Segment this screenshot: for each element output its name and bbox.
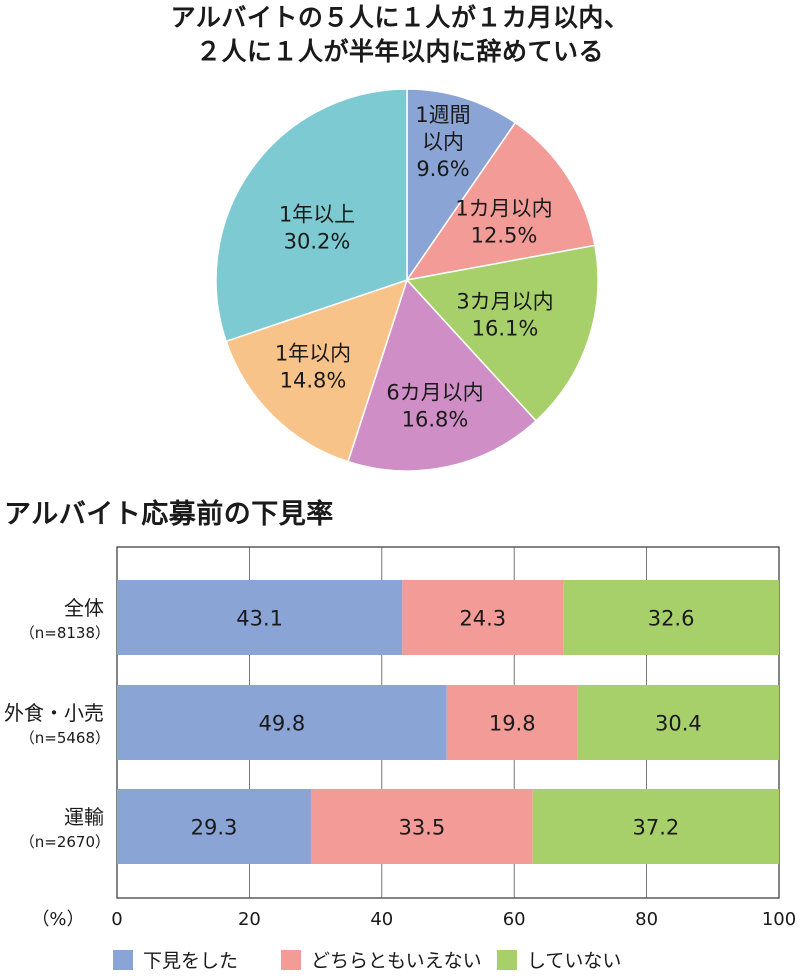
bar-segment <box>402 580 564 655</box>
bar-segment <box>563 580 779 655</box>
bar-value-label: 24.3 <box>459 607 506 631</box>
category-sample-size: （n=2670） <box>20 833 110 851</box>
pie-slice-label: 1年以上 <box>279 203 355 227</box>
pie-slice-label: 1年以内 <box>275 342 351 366</box>
pie-slice <box>215 88 408 343</box>
pie-title-line-1: アルバイトの５人に１人が１カ月以内、 <box>170 3 630 32</box>
bar-value-label: 49.8 <box>258 712 305 736</box>
bar-value-label: 19.8 <box>489 712 536 736</box>
category-label: 全体 <box>64 596 104 620</box>
bar-chart-title: アルバイト応募前の下見率 <box>4 499 334 530</box>
bar-segment <box>446 685 578 760</box>
pie-slice-value: 16.8% <box>402 408 469 432</box>
legend-swatch <box>497 950 517 970</box>
legend-label: 下見をした <box>143 950 238 972</box>
category-sample-size: （n=8138） <box>20 624 110 642</box>
bar-value-label: 43.1 <box>236 607 283 631</box>
legend-label: どちらともいえない <box>311 950 482 972</box>
x-tick-label: 100 <box>762 909 796 930</box>
x-tick-label: 0 <box>111 909 122 930</box>
category-sample-size: （n=5468） <box>20 729 110 747</box>
pie-slice-value: 30.2% <box>284 230 351 254</box>
pie-slice <box>405 121 596 282</box>
x-tick-label: 80 <box>635 909 658 930</box>
legend-swatch <box>113 950 133 970</box>
pie-slice <box>406 88 517 283</box>
bar-value-label: 30.4 <box>655 712 702 736</box>
bar-segment <box>117 789 311 864</box>
legend-label: していない <box>527 950 621 972</box>
pie-slice-value: 14.8% <box>280 369 347 393</box>
pie-slice-label: 1カ月以内 <box>455 197 552 221</box>
pie-slice-value: 9.6% <box>416 157 469 181</box>
pie-slice-label: 6カ月以内 <box>386 381 483 405</box>
x-axis-unit: （%） <box>31 909 84 930</box>
pie-slice <box>347 278 538 472</box>
bar-value-label: 29.3 <box>191 816 238 840</box>
legend-swatch <box>281 950 301 970</box>
bar-value-label: 37.2 <box>632 816 679 840</box>
pie-slice-label: 1週間 <box>415 103 470 127</box>
bar-segment <box>117 685 447 760</box>
bar-value-label: 33.5 <box>398 816 445 840</box>
bar-segment <box>532 789 779 864</box>
bar-segment <box>117 580 403 655</box>
bar-segment <box>310 789 533 864</box>
pie-slice-label: 以内 <box>422 130 464 154</box>
pie-slice-label: 3カ月以内 <box>456 290 553 314</box>
category-label: 運輸 <box>64 805 104 829</box>
pie-slice-value: 12.5% <box>471 224 538 248</box>
category-label: 外食・小売 <box>4 701 104 725</box>
pie-slice-value: 16.1% <box>472 317 539 341</box>
x-tick-label: 20 <box>238 909 261 930</box>
bar-segment <box>577 685 779 760</box>
x-tick-label: 40 <box>370 909 393 930</box>
bar-value-label: 32.6 <box>648 607 695 631</box>
x-tick-label: 60 <box>503 909 526 930</box>
pie-slice <box>225 278 409 463</box>
pie-slice <box>405 244 599 422</box>
pie-title-line-2: ２人に１人が半年以内に辞めている <box>195 37 604 66</box>
